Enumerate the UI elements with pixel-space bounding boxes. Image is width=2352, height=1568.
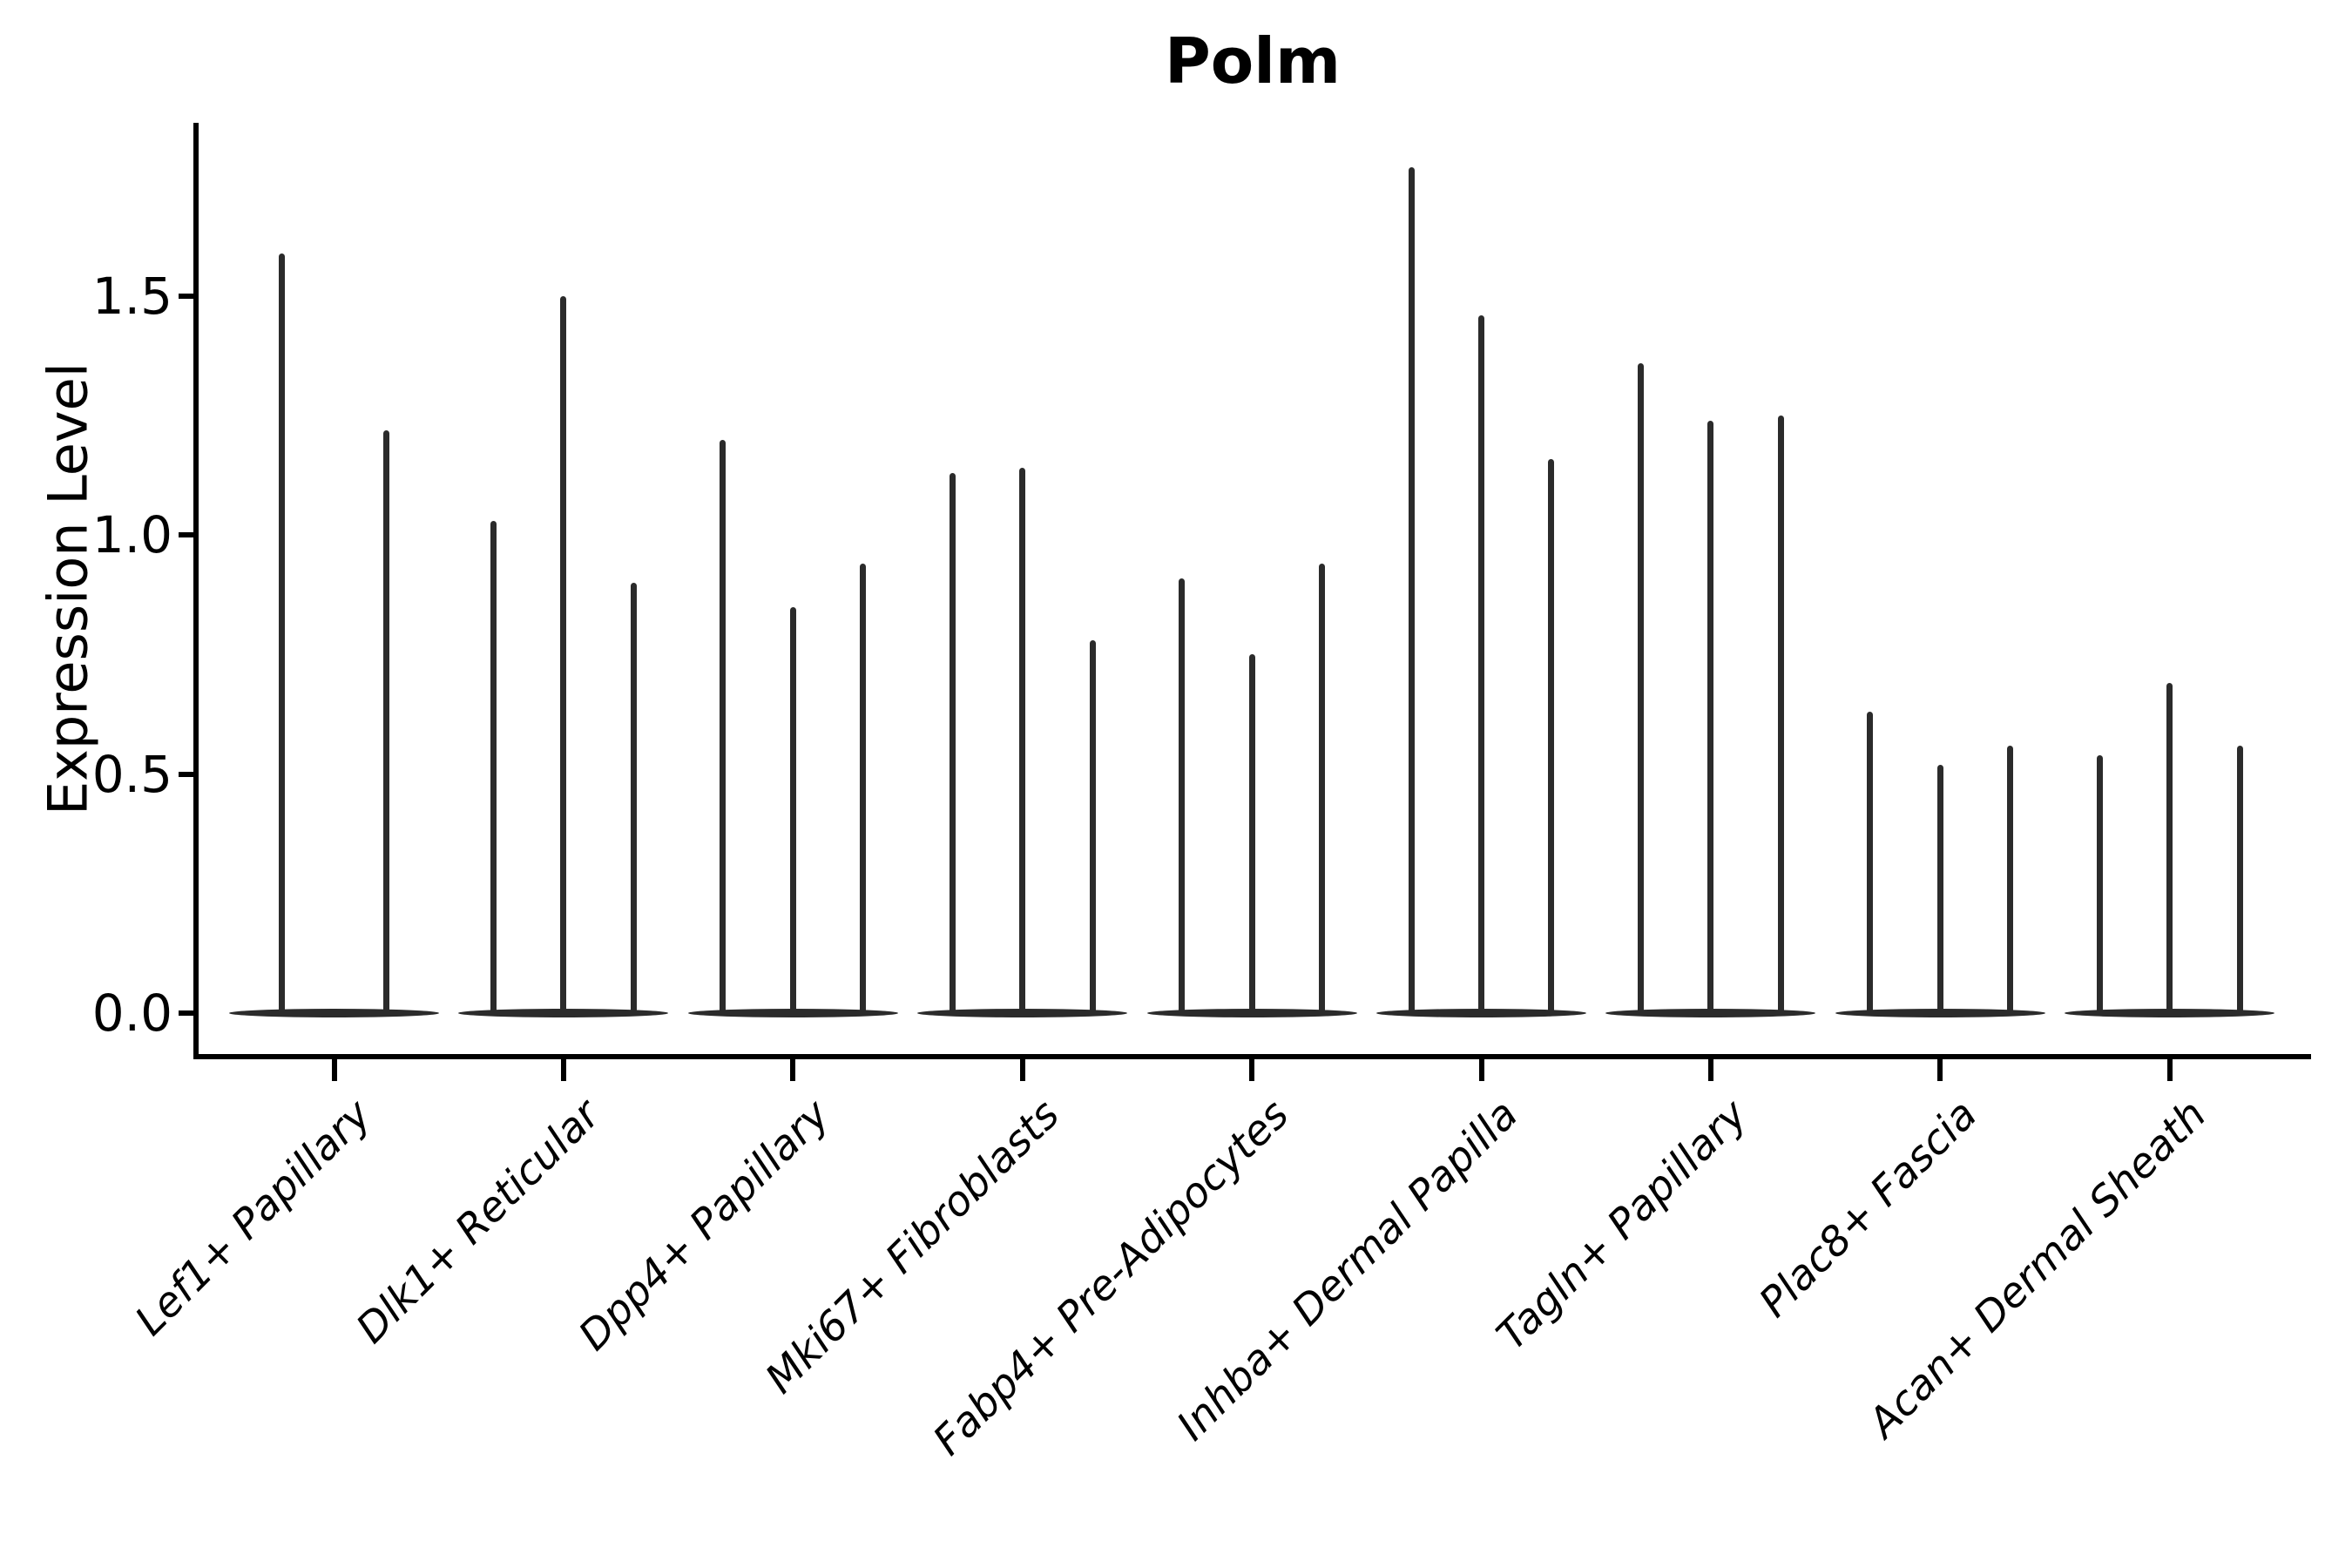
- violin-spike: [1179, 578, 1186, 1013]
- y-tick: [179, 293, 193, 299]
- violin-spike: [630, 583, 637, 1013]
- violin-spike: [860, 564, 867, 1013]
- y-tick: [179, 1010, 193, 1016]
- violin-spike: [1019, 468, 1026, 1013]
- violin-base: [1605, 1009, 1816, 1017]
- violin-spike: [720, 439, 727, 1013]
- violin-spike: [278, 253, 285, 1013]
- violin-spike: [1408, 166, 1415, 1013]
- violin-spike: [1478, 314, 1484, 1013]
- violin-base: [687, 1009, 898, 1017]
- violin-base: [1146, 1009, 1357, 1017]
- violin-spike: [1777, 416, 1784, 1013]
- x-tick-label: Tagln+ Papillary: [1488, 1091, 1757, 1360]
- violin-base: [917, 1009, 1128, 1017]
- violin-spike: [1548, 458, 1555, 1013]
- violin-spike: [1867, 712, 1874, 1013]
- y-tick-label: 0.5: [91, 744, 172, 804]
- violin-base: [1835, 1009, 2045, 1017]
- violin-base: [1376, 1009, 1586, 1017]
- violin-spike: [1638, 362, 1645, 1013]
- violin-spike: [949, 472, 956, 1013]
- violin-spike: [2236, 745, 2243, 1013]
- violin-spike: [1318, 564, 1325, 1013]
- violin-spike: [1936, 764, 1943, 1013]
- violin-spike: [560, 295, 567, 1013]
- violin-spike: [1707, 420, 1714, 1013]
- x-tick: [2166, 1058, 2173, 1081]
- y-tick: [179, 771, 193, 777]
- x-tick: [1937, 1058, 1943, 1081]
- violin-spike: [490, 520, 497, 1013]
- x-axis-spine: [193, 1054, 2311, 1059]
- violin-spike: [1089, 640, 1096, 1013]
- x-tick-label: Dpp4+ Papillary: [570, 1091, 840, 1361]
- y-tick-label: 0.0: [91, 983, 172, 1043]
- violin-spike: [2166, 683, 2173, 1013]
- x-tick: [1707, 1058, 1713, 1081]
- violin-spike: [383, 429, 390, 1013]
- x-tick: [560, 1058, 566, 1081]
- violin-spike: [789, 606, 796, 1013]
- chart-title: Polm: [1165, 24, 1341, 98]
- y-axis-spine: [193, 123, 199, 1059]
- violin-base: [2065, 1009, 2275, 1017]
- x-tick: [331, 1058, 337, 1081]
- violin-base: [458, 1009, 669, 1017]
- y-tick-label: 1.5: [91, 266, 172, 326]
- y-tick: [179, 532, 193, 538]
- violin-spike: [1248, 654, 1255, 1013]
- x-tick-label: Plac8+ Fascia: [1750, 1091, 1987, 1328]
- x-tick-label: Lef1+ Papillary: [125, 1091, 381, 1346]
- violin-spike: [2096, 754, 2103, 1013]
- violin-base: [229, 1009, 439, 1017]
- x-tick: [1019, 1058, 1025, 1081]
- x-tick: [1249, 1058, 1255, 1081]
- y-tick-label: 1.0: [91, 505, 172, 565]
- x-tick: [1478, 1058, 1484, 1081]
- x-tick-label: Dlk1+ Reticular: [347, 1091, 610, 1353]
- violin-spike: [2007, 745, 2014, 1013]
- x-tick: [790, 1058, 796, 1081]
